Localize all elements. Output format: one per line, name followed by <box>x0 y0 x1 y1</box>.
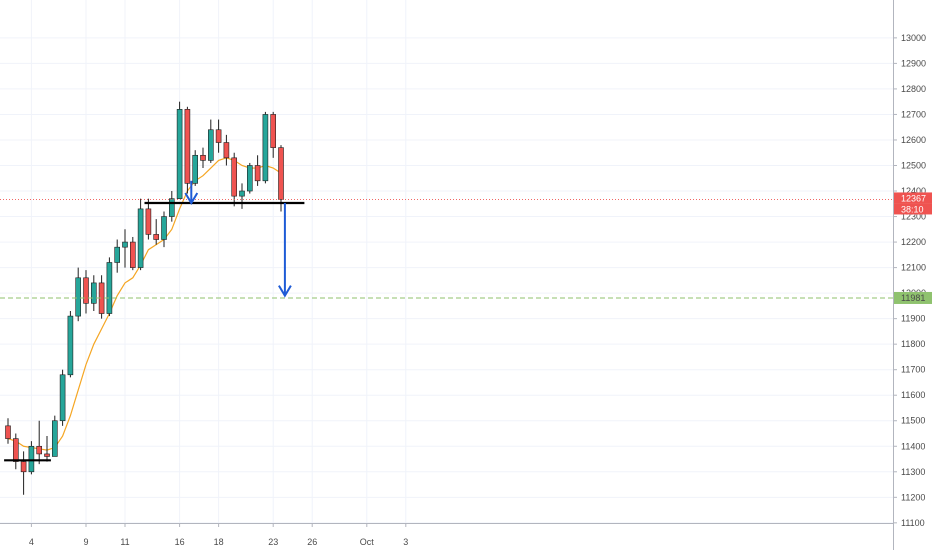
countdown-tag-value: 38:10 <box>901 204 924 214</box>
price-tick-label: 12300 <box>901 212 926 222</box>
candle-body-up <box>59 374 66 422</box>
candle-body-up <box>28 445 35 473</box>
candle-body-down <box>44 453 50 457</box>
candle-body-down <box>13 438 19 462</box>
candle-body-down <box>153 234 159 240</box>
target-tag-background <box>894 291 932 304</box>
price-tick-label: 12400 <box>901 186 926 196</box>
time-axis-background <box>0 523 893 550</box>
candle-body-up <box>67 315 74 376</box>
time-tick-label: 9 <box>83 537 88 547</box>
candle-body-up <box>208 129 214 161</box>
candle-body-up <box>51 420 58 457</box>
candle-body-down <box>20 461 27 473</box>
arrow-head <box>184 192 199 205</box>
price-tick-label: 11600 <box>901 390 925 400</box>
candle-body-up <box>114 246 120 263</box>
price-tag-value: 12367 <box>901 193 926 203</box>
candle-body-down <box>36 445 43 455</box>
price-tick-label: 11500 <box>901 416 925 426</box>
price-tick-label: 11700 <box>901 365 925 375</box>
candle-body-down <box>145 208 152 235</box>
candle-body-down <box>254 165 261 182</box>
price-tick-label: 12500 <box>901 160 926 170</box>
candlestick-layer <box>5 101 284 495</box>
time-tick-label: 18 <box>214 537 224 547</box>
candle-body-up <box>91 282 97 304</box>
candle-body-down <box>200 154 206 161</box>
time-tick-label: 23 <box>268 537 278 547</box>
candle-body-down <box>215 129 222 143</box>
candle-body-up <box>262 114 269 182</box>
candle-body-up <box>75 277 81 317</box>
candle-body-up <box>106 262 113 314</box>
candle-body-up <box>176 109 183 199</box>
grid-layer <box>0 0 893 524</box>
annotation-layer <box>0 180 893 462</box>
time-tick-label: 4 <box>29 537 34 547</box>
price-tick-label: 12700 <box>901 109 926 119</box>
candle-body-up <box>239 190 245 197</box>
time-tick-label: 3 <box>403 537 408 547</box>
price-tick-label: 11100 <box>901 518 925 528</box>
price-tick-label: 11400 <box>901 441 925 451</box>
candle-body-up <box>122 241 128 248</box>
candle-body-up <box>192 154 198 184</box>
time-tick-label: 16 <box>175 537 185 547</box>
arrow-head <box>278 285 292 298</box>
price-tick-label: 11300 <box>901 467 925 477</box>
time-tick-label: 26 <box>307 537 317 547</box>
price-tick-label: 12600 <box>901 135 926 145</box>
price-tick-label: 12900 <box>901 58 926 68</box>
candle-body-down <box>184 109 191 184</box>
price-tick-label: 11200 <box>901 492 925 502</box>
candle-body-down <box>130 241 136 268</box>
candle-body-up <box>161 216 167 240</box>
time-tick-label: 11 <box>120 537 129 547</box>
candle-body-down <box>5 425 11 439</box>
time-tick-label: Oct <box>360 537 375 547</box>
candle-body-up <box>137 208 144 268</box>
price-tick-label: 11800 <box>901 339 925 349</box>
price-tick-label: 12800 <box>901 84 926 94</box>
candle-body-down <box>223 142 230 159</box>
candle-body-up <box>247 165 253 192</box>
price-tick-label: 11900 <box>901 314 925 324</box>
price-tick-label: 13000 <box>901 33 926 43</box>
candle-body-up <box>169 198 175 217</box>
price-tag-background <box>894 192 932 204</box>
price-axis-background <box>893 0 932 550</box>
candle-body-down <box>231 157 237 197</box>
candle-body-down <box>270 114 277 148</box>
target-tag-value: 11981 <box>901 293 925 303</box>
candle-body-down <box>278 147 284 200</box>
countdown-tag-background <box>894 203 932 215</box>
price-tick-label: 12200 <box>901 237 926 247</box>
candle-body-down <box>83 277 89 304</box>
price-tick-label: 12100 <box>901 263 926 273</box>
